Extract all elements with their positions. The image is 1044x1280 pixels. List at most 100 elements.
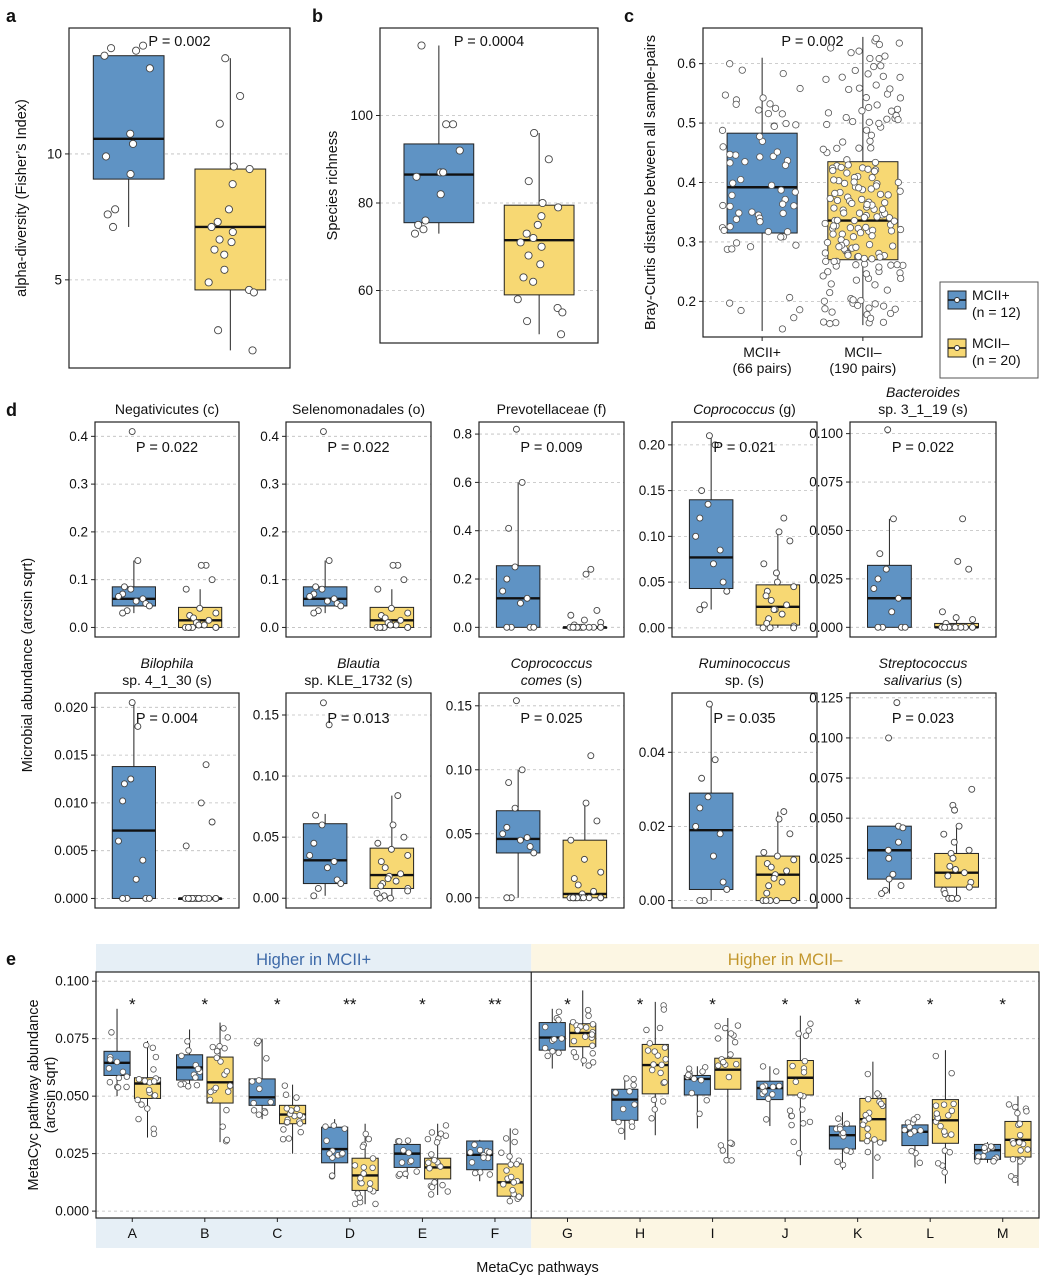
data-point — [759, 624, 767, 632]
data-point — [698, 487, 706, 495]
y-tick-label: 0.075 — [55, 1031, 89, 1046]
data-point — [376, 623, 384, 631]
data-point — [764, 110, 773, 118]
data-point — [132, 46, 141, 55]
data-point — [589, 1059, 597, 1066]
data-point — [878, 890, 885, 898]
data-point — [840, 1129, 847, 1137]
y-axis-label-line: (arcsin sqrt) — [43, 1057, 59, 1134]
data-point — [207, 222, 216, 232]
y-tick-label: 0.100 — [809, 426, 843, 441]
data-point — [714, 1022, 721, 1030]
data-point — [760, 848, 768, 856]
data-point — [523, 594, 531, 602]
data-point — [214, 326, 223, 335]
data-point — [360, 1164, 367, 1171]
data-point — [714, 1062, 722, 1069]
data-point — [948, 1107, 956, 1115]
panel-title-part: (s) — [942, 672, 962, 688]
plot-frame — [95, 971, 1040, 1219]
data-point — [509, 1186, 516, 1194]
data-point — [582, 570, 590, 578]
data-point — [319, 428, 327, 436]
data-point — [865, 1115, 873, 1122]
y-tick-label: 0.2 — [453, 572, 472, 587]
data-point — [873, 101, 881, 109]
data-point — [1016, 1131, 1024, 1139]
data-point — [516, 836, 524, 844]
data-point — [141, 1077, 149, 1085]
significance-star: * — [782, 995, 789, 1014]
data-point — [858, 107, 866, 115]
data-point — [891, 305, 899, 313]
data-point — [727, 1051, 734, 1058]
data-point — [585, 623, 593, 631]
data-point — [394, 792, 402, 800]
y-tick-label: 0.1 — [69, 572, 88, 587]
data-point — [875, 55, 883, 63]
panel-title-part: comes — [521, 672, 562, 688]
data-point — [123, 1083, 130, 1091]
data-point — [310, 892, 318, 900]
x-tick-label: MCII+ (66 pairs) — [733, 344, 792, 376]
data-point — [819, 272, 827, 280]
data-point — [658, 1061, 665, 1069]
data-point — [883, 115, 891, 123]
p-value-label: P = 0.0004 — [454, 34, 524, 50]
x-tick-label: C — [272, 1225, 282, 1241]
data-point — [1005, 1101, 1013, 1108]
data-point — [765, 882, 773, 890]
data-point — [507, 1161, 515, 1168]
data-point — [965, 883, 973, 891]
data-point — [770, 874, 778, 882]
data-point — [901, 1126, 908, 1134]
data-point — [619, 1105, 627, 1113]
significance-star: ** — [343, 995, 357, 1014]
data-point — [200, 621, 208, 629]
panel-title: Blautia sp. KLE_1732 (s) — [304, 655, 412, 688]
data-point — [822, 257, 830, 265]
data-point — [867, 144, 875, 152]
data-point — [767, 596, 775, 604]
data-point — [906, 1123, 913, 1131]
data-point — [512, 425, 520, 433]
box — [755, 584, 801, 626]
data-point — [876, 550, 884, 558]
box — [503, 204, 575, 296]
data-point — [826, 320, 834, 328]
data-point — [523, 834, 531, 842]
data-point — [404, 1137, 412, 1144]
data-point — [433, 1139, 441, 1146]
data-point — [178, 1052, 185, 1060]
data-point — [106, 1056, 114, 1063]
data-point — [974, 1158, 981, 1165]
x-tick-label: M — [997, 1225, 1009, 1241]
data-point — [310, 839, 318, 847]
data-point — [149, 1044, 157, 1051]
data-point — [472, 1169, 479, 1177]
significance-star: * — [637, 995, 644, 1014]
data-point — [845, 85, 853, 94]
data-point — [866, 54, 874, 63]
data-point — [285, 1135, 293, 1142]
data-point — [822, 75, 830, 83]
data-point — [209, 1043, 216, 1051]
data-point — [256, 1085, 263, 1093]
panel-title-part: Negativicutes (c) — [115, 401, 219, 417]
data-point — [860, 254, 868, 263]
data-point — [439, 1181, 446, 1189]
y-tick-label: 0.2 — [677, 294, 696, 309]
data-point — [643, 1026, 650, 1034]
data-point — [480, 1154, 487, 1161]
panel-title-part: sp. (s) — [725, 672, 764, 688]
data-point — [550, 1036, 558, 1043]
data-point — [196, 604, 204, 612]
y-tick-label: 0.02 — [639, 819, 665, 834]
data-point — [789, 1062, 796, 1070]
data-point — [200, 894, 208, 902]
data-point — [404, 852, 412, 859]
data-point — [855, 144, 863, 152]
data-point — [840, 209, 848, 217]
data-point — [821, 249, 829, 257]
